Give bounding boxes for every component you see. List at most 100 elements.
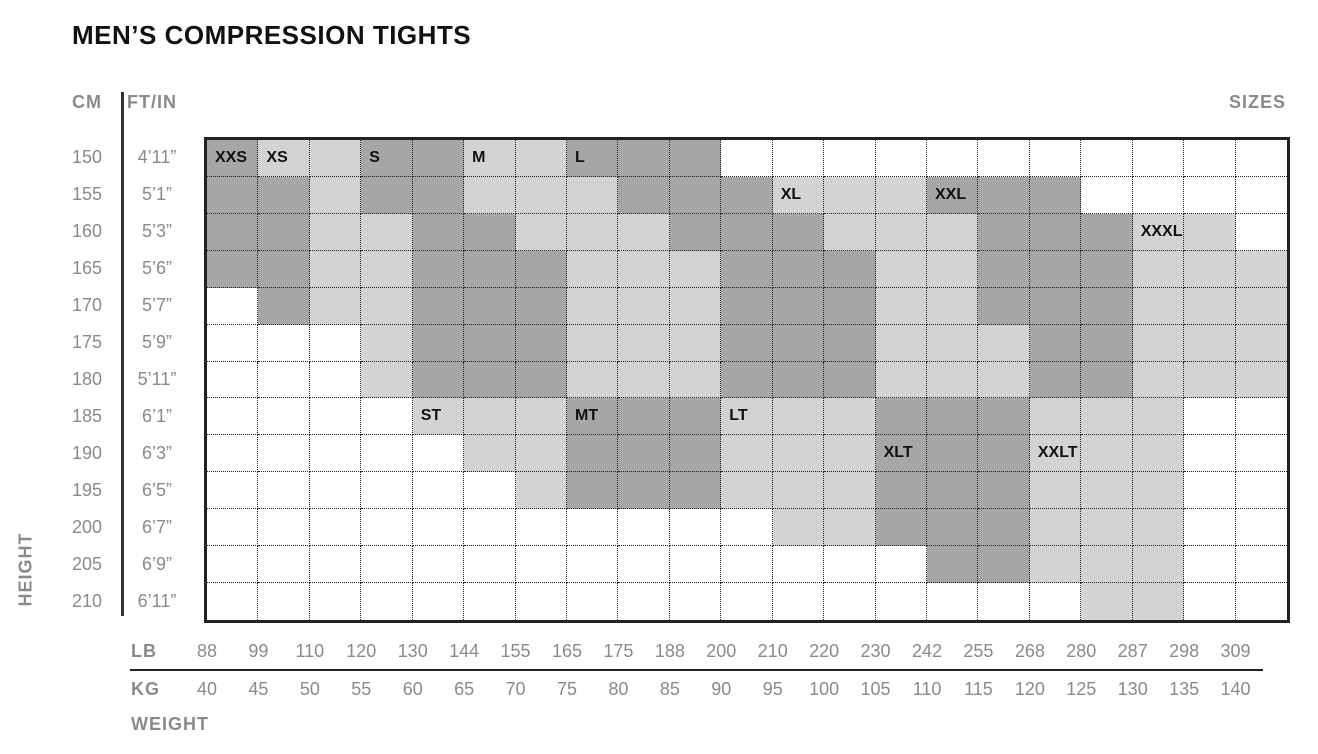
grid-cell [927, 361, 979, 399]
grid-cell [1132, 324, 1185, 362]
grid-cell [721, 213, 773, 251]
grid-cell [515, 213, 567, 251]
grid-cell [515, 250, 567, 288]
grid-cell [618, 472, 670, 510]
grid-cell [1132, 583, 1185, 620]
grid-cell [361, 583, 413, 620]
grid-cell [412, 250, 465, 288]
grid-cell [669, 287, 722, 325]
grid-cell [258, 250, 310, 288]
grid-cell [1132, 213, 1185, 251]
grid-cell [309, 583, 362, 620]
height-cm-label: 195 [72, 479, 103, 500]
grid-cell [1132, 509, 1185, 547]
grid-cell [515, 398, 567, 436]
grid-cell [309, 361, 362, 399]
height-ftin-label: 4’11” [137, 147, 177, 168]
weight-kg-label: 140 [1220, 679, 1251, 699]
grid-cell [309, 324, 362, 362]
grid-cell [978, 583, 1030, 620]
grid-cell [567, 140, 619, 177]
grid-cell [567, 546, 619, 584]
weight-lb-label: 242 [911, 641, 943, 661]
height-cm-label: 210 [72, 590, 103, 611]
grid-cell [772, 435, 825, 473]
grid-cell [669, 398, 722, 436]
weight-kg-label: 50 [299, 679, 320, 699]
grid-cell [721, 472, 773, 510]
grid-cell [361, 176, 413, 214]
height-ftin-label: 6’3” [141, 442, 172, 463]
grid-cell [1081, 361, 1133, 399]
grid-cell [978, 472, 1030, 510]
grid-cell [824, 509, 876, 547]
grid-cell [309, 398, 362, 436]
grid-cell [1235, 140, 1287, 177]
grid-cell [978, 361, 1030, 399]
grid-cell [567, 361, 619, 399]
grid-cell [824, 361, 876, 399]
weight-lb-label: 120 [346, 641, 377, 661]
height-cm-label: 180 [72, 369, 103, 389]
grid-cell [1132, 176, 1185, 214]
grid-cell [1235, 398, 1287, 436]
grid-cell [978, 287, 1030, 325]
grid-cell [618, 287, 670, 325]
height-ftin-label: 5’11” [137, 369, 177, 389]
chart-title: MEN’S COMPRESSION TIGHTS [72, 20, 472, 50]
grid-cell [875, 435, 927, 473]
grid-cell [412, 472, 465, 510]
height-axis-label: HEIGHT [15, 532, 36, 607]
weight-lb-label: 175 [603, 641, 634, 661]
grid-cell [309, 287, 362, 325]
grid-cell [1132, 435, 1185, 473]
weight-kg-label: 100 [809, 679, 840, 699]
grid-cell [1132, 250, 1185, 288]
size-label: M [472, 149, 486, 166]
grid-cell [464, 583, 516, 620]
grid-cell [361, 472, 413, 510]
grid-cell [1184, 287, 1236, 325]
grid-cell [412, 509, 465, 547]
grid-cell [978, 509, 1030, 547]
height-ftin-label: 6’7” [141, 516, 172, 537]
height-ftin-label: 6’5” [141, 479, 172, 500]
grid-cell [875, 361, 927, 399]
grid-cell [618, 583, 670, 620]
grid-cell [207, 140, 259, 177]
weight-kg-label: 120 [1014, 679, 1045, 699]
weight-kg-label: 60 [402, 679, 423, 699]
grid-cell [927, 176, 979, 214]
grid-cell [669, 213, 722, 251]
weight-kg-label: 40 [196, 679, 218, 699]
grid-cell [464, 213, 516, 251]
weight-kg-label: 90 [711, 679, 732, 699]
weight-kg-label: 105 [860, 679, 891, 699]
grid-cell [1029, 546, 1082, 584]
grid-cell [618, 176, 670, 214]
grid-cell [1184, 250, 1236, 288]
grid-cell [258, 472, 310, 510]
grid-cell [258, 546, 310, 584]
grid-cell [464, 472, 516, 510]
grid-cell [1029, 140, 1082, 177]
grid-cell [464, 250, 516, 288]
height-cm-label: 190 [72, 442, 103, 463]
grid-cell [927, 472, 979, 510]
height-cm-label: 200 [72, 516, 103, 537]
height-ftin-label: 6’1” [141, 405, 172, 426]
grid-cell [361, 546, 413, 584]
grid-cell [207, 213, 259, 251]
grid-cell [515, 546, 567, 584]
grid-cell [515, 435, 567, 473]
weight-lb-label: 88 [196, 641, 218, 661]
weight-lb-label: 130 [397, 641, 428, 661]
kg-header: KG [131, 679, 160, 699]
weight-lb-label: 144 [449, 641, 480, 661]
height-cm-label: 175 [72, 332, 103, 353]
grid-cell [207, 435, 259, 473]
weight-lb-label: 210 [757, 641, 788, 661]
grid-cell [1029, 472, 1082, 510]
grid-cell [207, 546, 259, 584]
grid-cell [207, 324, 259, 362]
